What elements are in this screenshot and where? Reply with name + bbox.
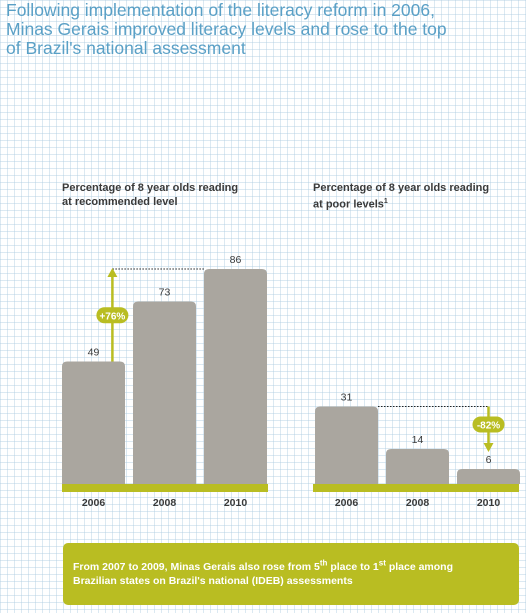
- left-chart-title: Percentage of 8 year olds reading at rec…: [62, 181, 238, 209]
- left-bar-2008: [133, 301, 196, 484]
- summary-note-box: From 2007 to 2009, Minas Gerais also ros…: [63, 543, 519, 605]
- right-category-label-2010: 2010: [477, 497, 501, 509]
- right-bar-2006: [315, 406, 378, 484]
- right-chart-title: Percentage of 8 year olds reading at poo…: [313, 181, 489, 212]
- left-category-label-2008: 2008: [153, 497, 177, 509]
- right-change-badge-label: -82%: [477, 421, 500, 432]
- left-value-label-2006: 49: [88, 347, 100, 359]
- left-bar-2006: [62, 361, 125, 484]
- left-bar-2010: [204, 269, 267, 484]
- note-sup-1: th: [319, 558, 328, 568]
- left-chart-title-line-1: Percentage of 8 year olds reading: [62, 182, 239, 194]
- left-chart-title-line-2: at recommended level: [62, 196, 178, 208]
- left-category-label-2006: 2006: [82, 497, 106, 509]
- right-value-label-2010: 6: [486, 454, 492, 466]
- title-line-1: Following implementation of the literacy…: [6, 0, 435, 20]
- left-change-badge-label: +76%: [99, 311, 125, 322]
- right-change-arrow-head: [483, 443, 494, 452]
- page-title: Following implementation of the literacy…: [6, 1, 506, 58]
- footnote-marker: 1: [383, 198, 388, 205]
- note-text-1: From 2007 to 2009, Minas Gerais also ros…: [73, 561, 320, 573]
- right-category-label-2008: 2008: [406, 497, 430, 509]
- right-bar-2008: [386, 449, 449, 484]
- title-line-2: Minas Gerais improved literacy levels an…: [6, 19, 447, 39]
- right-value-label-2008: 14: [412, 434, 424, 446]
- left-chart-baseline: [62, 484, 268, 492]
- left-value-label-2008: 73: [159, 287, 171, 299]
- right-change-badge: [472, 416, 505, 433]
- right-value-label-2006: 31: [341, 392, 353, 404]
- right-chart-title-line-1: Percentage of 8 year olds reading: [313, 182, 490, 194]
- right-chart-title-line-2: at poor levels1: [313, 195, 489, 212]
- left-change-arrow-head: [107, 268, 118, 277]
- note-line-2: Brazilian states on Brazil's national (I…: [73, 575, 353, 587]
- right-bar-2010: [457, 469, 520, 484]
- left-category-label-2010: 2010: [224, 497, 248, 509]
- note-line-1: From 2007 to 2009, Minas Gerais also ros…: [73, 558, 509, 574]
- left-value-label-2010: 86: [230, 254, 242, 266]
- note-text-2: place to 1: [327, 561, 379, 573]
- left-change-badge: [96, 307, 129, 324]
- right-category-label-2006: 2006: [335, 497, 359, 509]
- right-chart-title-line-2-text: at poor levels: [313, 198, 384, 211]
- note-text-3: place among: [385, 561, 454, 573]
- title-line-3: of Brazil's national assessment: [6, 38, 246, 58]
- note-sup-2: st: [378, 558, 386, 568]
- right-chart-baseline: [313, 484, 519, 492]
